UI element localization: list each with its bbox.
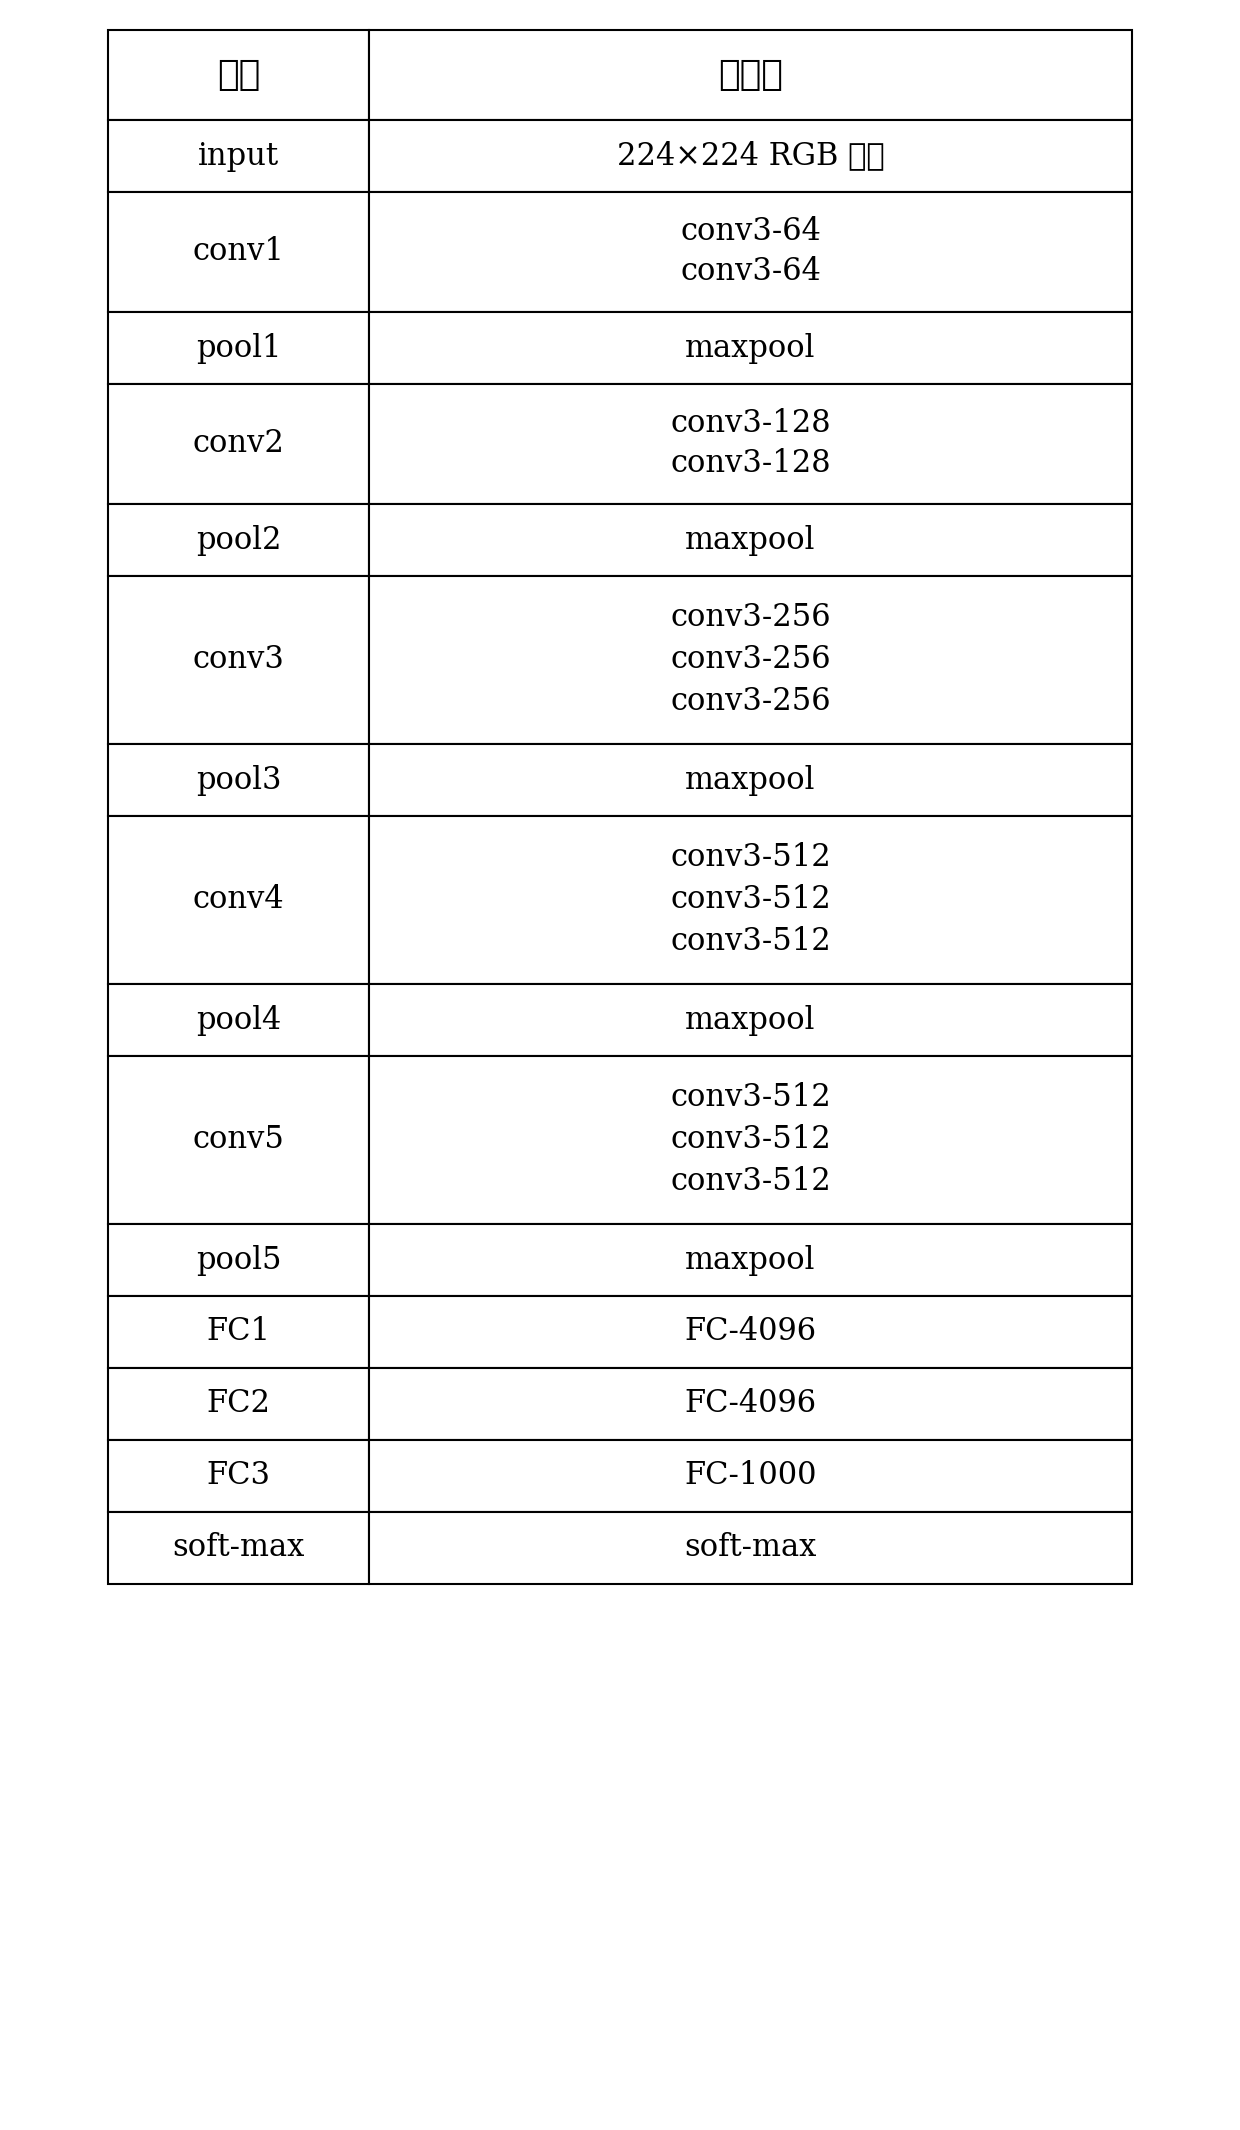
Text: conv3-128: conv3-128 [671,409,831,439]
Text: FC1: FC1 [207,1316,270,1348]
Bar [370,505,1132,575]
Bar [108,1056,370,1225]
Text: conv3-512: conv3-512 [670,1167,831,1197]
Text: pool5: pool5 [196,1244,281,1276]
Text: input: input [198,141,279,173]
Bar [370,192,1132,311]
Bar [108,1225,370,1295]
Text: maxpool: maxpool [686,1005,816,1035]
Text: FC-4096: FC-4096 [684,1316,817,1348]
Bar [108,816,370,984]
Text: FC-4096: FC-4096 [684,1389,817,1419]
Text: conv3-64: conv3-64 [680,217,821,247]
Text: soft-max: soft-max [172,1531,305,1563]
Bar [370,816,1132,984]
Text: 224×224 RGB 图像: 224×224 RGB 图像 [616,141,884,173]
Text: conv2: conv2 [192,428,284,460]
Text: pool2: pool2 [196,524,281,556]
Text: conv3-512: conv3-512 [670,1125,831,1154]
Bar [370,1440,1132,1512]
Bar [108,743,370,816]
Text: conv3-256: conv3-256 [671,645,831,675]
Text: conv3-128: conv3-128 [671,449,831,479]
Bar [108,1512,370,1585]
Bar [108,1440,370,1512]
Text: conv4: conv4 [192,884,284,916]
Text: conv3-512: conv3-512 [670,1082,831,1114]
Bar [370,1225,1132,1295]
Bar [108,383,370,505]
Text: FC3: FC3 [207,1461,270,1491]
Text: conv3-256: conv3-256 [671,686,831,718]
Text: 层名: 层名 [217,58,260,92]
Text: conv3-256: conv3-256 [671,603,831,633]
Text: FC-1000: FC-1000 [684,1461,817,1491]
Bar [370,1056,1132,1225]
Bar [370,1367,1132,1440]
Text: pool1: pool1 [196,332,281,364]
Bar [108,311,370,383]
Text: conv3-512: conv3-512 [670,843,831,873]
Text: conv5: conv5 [192,1125,284,1154]
Bar [108,30,370,119]
Bar [370,575,1132,743]
Bar [108,505,370,575]
Bar [370,311,1132,383]
Text: conv1: conv1 [192,236,284,268]
Text: pool3: pool3 [196,765,281,794]
Text: 层参数: 层参数 [718,58,782,92]
Text: conv3-64: conv3-64 [680,256,821,288]
Text: maxpool: maxpool [686,1244,816,1276]
Bar [370,1295,1132,1367]
Text: soft-max: soft-max [684,1531,817,1563]
Text: maxpool: maxpool [686,524,816,556]
Text: maxpool: maxpool [686,332,816,364]
Bar [370,1512,1132,1585]
Bar [370,984,1132,1056]
Bar [108,1367,370,1440]
Bar [370,383,1132,505]
Bar [370,119,1132,192]
Text: pool4: pool4 [196,1005,281,1035]
Text: conv3: conv3 [192,645,284,675]
Text: conv3-512: conv3-512 [670,927,831,958]
Text: conv3-512: conv3-512 [670,884,831,916]
Bar [370,743,1132,816]
Text: FC2: FC2 [207,1389,270,1419]
Bar [108,1295,370,1367]
Bar [370,30,1132,119]
Bar [108,119,370,192]
Text: maxpool: maxpool [686,765,816,794]
Bar [108,575,370,743]
Bar [108,192,370,311]
Bar [108,984,370,1056]
